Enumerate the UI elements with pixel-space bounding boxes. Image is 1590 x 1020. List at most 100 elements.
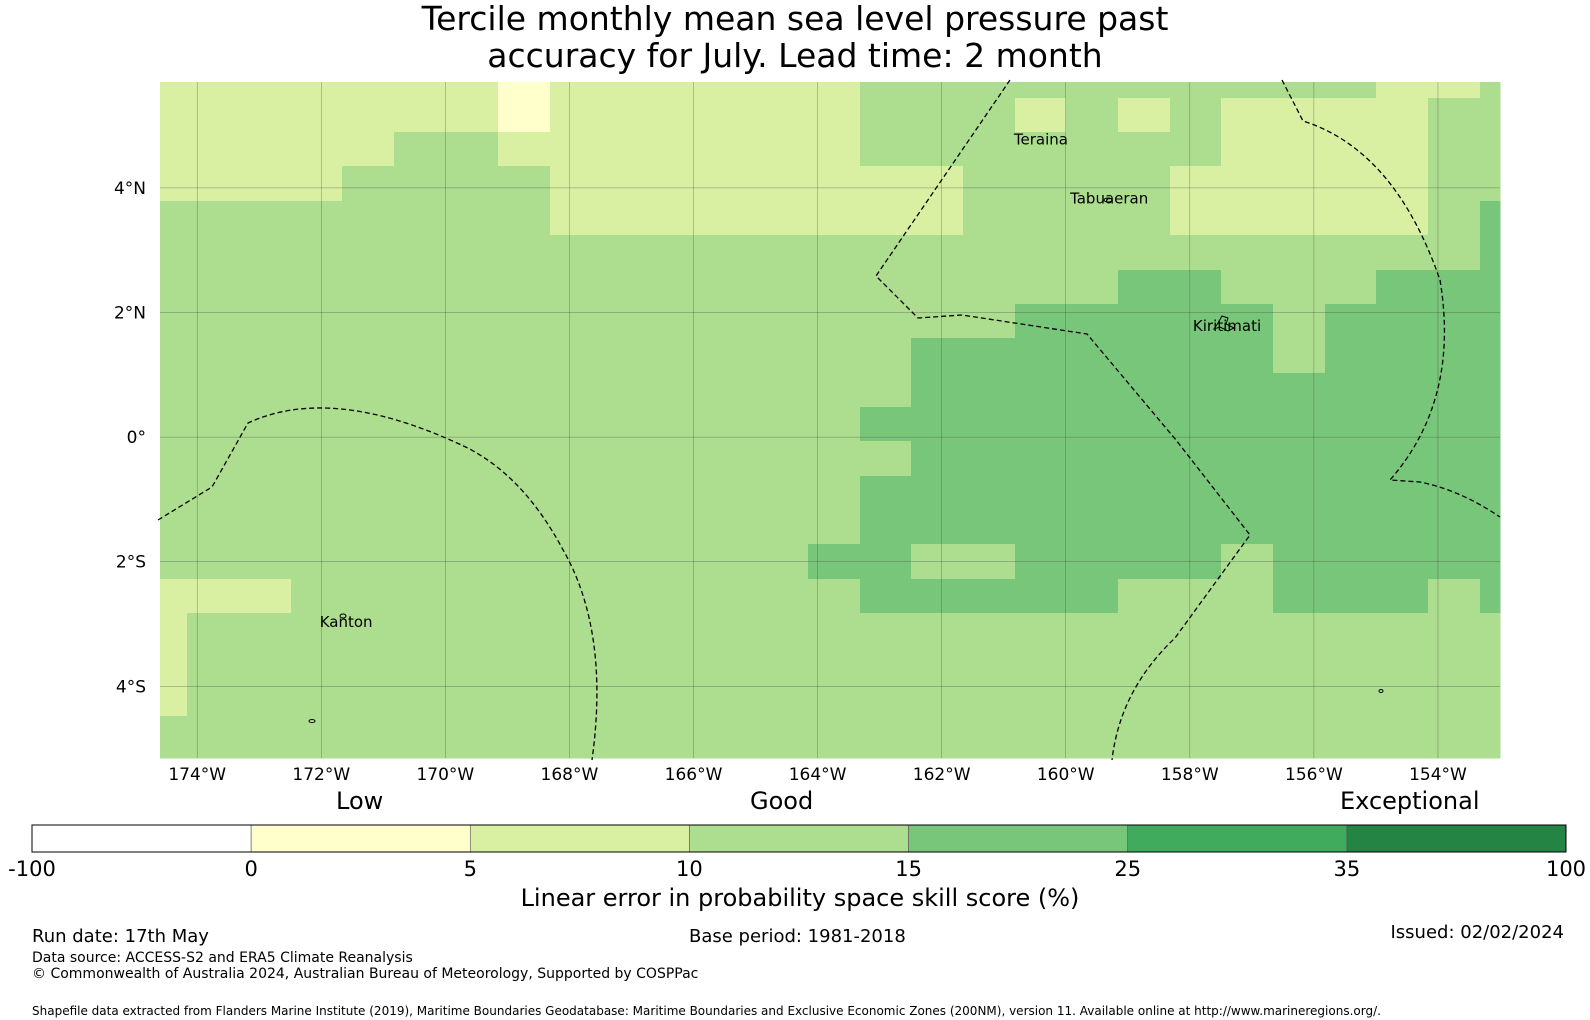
skill-cell xyxy=(446,441,499,477)
skill-cell xyxy=(601,235,654,271)
skill-cell xyxy=(160,407,188,442)
skill-cell xyxy=(601,682,654,717)
skill-cell xyxy=(1428,682,1481,717)
skill-cell xyxy=(1480,235,1501,271)
skill-cell xyxy=(1428,304,1481,339)
skill-cell xyxy=(1015,407,1067,442)
skill-cell xyxy=(653,270,706,305)
skill-cell xyxy=(342,201,395,236)
skill-cell xyxy=(498,304,551,339)
skill-cell xyxy=(1428,476,1481,511)
skill-cell xyxy=(1221,270,1274,305)
skill-cell xyxy=(446,270,499,305)
skill-cell xyxy=(1428,82,1481,99)
skill-cell xyxy=(1480,648,1501,683)
skill-cell xyxy=(550,476,602,511)
skill-cell xyxy=(498,476,551,511)
colorbar-tick-label: 5 xyxy=(464,857,477,881)
skill-cell xyxy=(860,201,912,236)
skill-cell xyxy=(1273,613,1326,649)
skill-cell xyxy=(860,132,912,167)
colorbar-bin xyxy=(250,824,471,853)
skill-cell xyxy=(1273,338,1326,374)
skill-cell xyxy=(1221,166,1274,202)
skill-cell xyxy=(808,682,861,717)
skill-cell xyxy=(342,338,395,374)
skill-cell xyxy=(498,613,551,649)
skill-cell xyxy=(653,441,706,477)
skill-cell xyxy=(187,338,240,374)
skill-cell xyxy=(601,441,654,477)
skill-cell xyxy=(239,132,292,167)
skill-cell xyxy=(498,716,551,759)
skill-cell xyxy=(1118,338,1171,374)
skill-cell xyxy=(1221,613,1274,649)
skill-cell xyxy=(1273,407,1326,442)
skill-cell xyxy=(160,441,188,477)
skill-cell xyxy=(808,510,861,545)
skill-cell xyxy=(1428,270,1481,305)
skill-cell xyxy=(963,235,1016,271)
skill-cell xyxy=(1428,407,1481,442)
skill-cell xyxy=(239,579,292,614)
skill-cell xyxy=(860,441,912,477)
skill-cell xyxy=(756,441,809,477)
skill-cell xyxy=(1170,98,1222,133)
skill-cell xyxy=(1325,716,1377,759)
skill-cell xyxy=(394,716,447,759)
skill-cell xyxy=(963,510,1016,545)
colorbar: -100 0 5 10 15 25 35 100 xyxy=(8,824,1586,881)
skill-cell xyxy=(756,648,809,683)
skill-cell xyxy=(601,270,654,305)
skill-cell xyxy=(1273,476,1326,511)
skill-cell xyxy=(291,476,343,511)
island-enderbury xyxy=(308,719,316,723)
base-period: Base period: 1981-2018 xyxy=(689,926,906,947)
skill-cell xyxy=(1170,682,1222,717)
lat-tick-label: 2°S xyxy=(116,553,146,573)
skill-cell xyxy=(446,98,499,133)
skill-cell xyxy=(1376,304,1429,339)
skill-cell xyxy=(911,373,964,408)
skill-cell xyxy=(187,132,240,167)
skill-cell xyxy=(1170,441,1222,477)
skill-cell xyxy=(498,98,551,133)
colorbar-tick-label: 100 xyxy=(1546,857,1586,881)
skill-cell xyxy=(394,338,447,374)
skill-cell xyxy=(756,201,809,236)
skill-cell xyxy=(239,441,292,477)
skill-cell xyxy=(550,373,602,408)
skill-cell xyxy=(446,132,499,167)
skill-cell xyxy=(756,682,809,717)
skill-cell xyxy=(1118,476,1171,511)
skill-cell xyxy=(808,476,861,511)
lat-tick-label: 4°N xyxy=(114,179,146,199)
skill-cell xyxy=(1273,201,1326,236)
skill-cell xyxy=(1376,648,1429,683)
colorbar-bin xyxy=(31,824,252,853)
skill-cell xyxy=(705,648,757,683)
skill-cell xyxy=(1118,441,1171,477)
skill-cell xyxy=(911,82,964,99)
skill-cell xyxy=(550,304,602,339)
skill-cell xyxy=(291,579,343,614)
skill-cell xyxy=(1273,373,1326,408)
skill-cell xyxy=(1170,476,1222,511)
skill-cell xyxy=(291,716,343,759)
skill-cell xyxy=(1066,407,1119,442)
skill-cell xyxy=(239,510,292,545)
skill-cell xyxy=(1325,235,1377,271)
skill-cell xyxy=(911,648,964,683)
skill-cell xyxy=(860,648,912,683)
skill-cell xyxy=(601,338,654,374)
skill-cell xyxy=(911,98,964,133)
skill-cell xyxy=(1376,270,1429,305)
skill-cell xyxy=(550,648,602,683)
islands xyxy=(308,197,1384,723)
skill-cell xyxy=(808,613,861,649)
skill-cell xyxy=(187,407,240,442)
skill-cell xyxy=(187,579,240,614)
skill-cell xyxy=(1066,338,1119,374)
skill-cell xyxy=(342,270,395,305)
skill-cell xyxy=(653,166,706,202)
